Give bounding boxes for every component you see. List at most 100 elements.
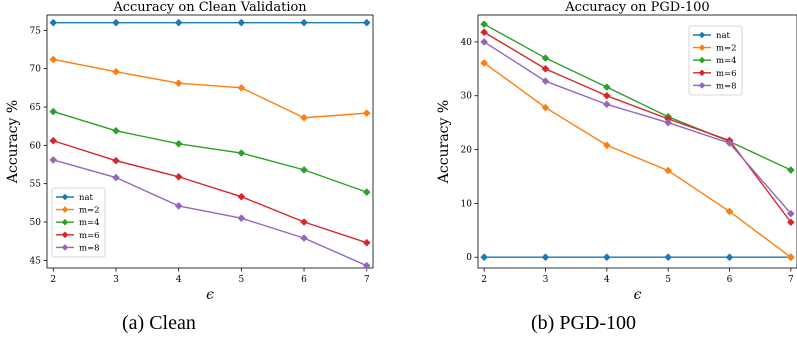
legend-item-m=4: m=4: [56, 218, 100, 228]
data-point: [112, 126, 120, 135]
legend-item-m=2: m=2: [56, 206, 100, 216]
data-point: [362, 261, 371, 270]
legend-label: nat: [79, 193, 94, 203]
x-axis-label: ϵ: [206, 287, 214, 303]
series-m=2: [480, 59, 795, 262]
chart-panel-2: Accuracy on PGD-100 2 3 4 5 6 7 0 10 20 30 40 ϵ Accur…: [436, 0, 797, 303]
legend-item-m=6: m=6: [56, 231, 100, 241]
x-tick-label: 3: [543, 275, 549, 285]
series-nat: [49, 18, 371, 27]
data-point: [237, 84, 246, 92]
legend-item-m=8: m=8: [56, 243, 100, 253]
x-axis-label: ϵ: [634, 287, 642, 303]
legend-marker: [61, 231, 69, 239]
y-axis-label: Accuracy %: [5, 100, 21, 184]
legend-marker: [698, 31, 706, 39]
data-point: [300, 18, 308, 27]
series-line: [53, 159, 368, 267]
x-tick-label: 4: [176, 275, 182, 285]
y-tick-label: 30: [461, 92, 473, 102]
data-point: [480, 38, 488, 46]
data-point: [541, 103, 550, 112]
data-point: [362, 109, 371, 117]
data-point: [603, 83, 611, 91]
y-tick-label: 75: [30, 26, 42, 36]
data-point: [725, 139, 734, 147]
data-point: [541, 54, 550, 62]
y-tick-label: 65: [30, 103, 42, 113]
data-point: [300, 113, 308, 122]
data-point: [174, 202, 183, 210]
data-point: [300, 218, 308, 226]
data-point: [480, 253, 488, 262]
legend-item-nat: nat: [693, 31, 731, 41]
series-line: [53, 58, 367, 119]
data-point: [174, 172, 183, 181]
legend-box: [688, 25, 743, 96]
legend-label: m=4: [716, 56, 737, 66]
chart-title: Accuracy on Clean Validation: [112, 0, 307, 15]
data-point: [174, 79, 183, 88]
data-point: [362, 238, 371, 247]
y-tick-label: 70: [30, 65, 42, 75]
legend-item-nat: nat: [56, 193, 94, 203]
series-m=4: [480, 20, 795, 174]
data-point: [725, 253, 734, 262]
legend-label: nat: [716, 31, 731, 41]
series-line: [483, 23, 792, 171]
x-tick-label: 5: [665, 275, 671, 285]
data-point: [174, 18, 183, 27]
data-point: [664, 118, 672, 127]
data-point: [49, 55, 58, 64]
legend-marker: [61, 218, 69, 226]
data-point: [237, 18, 246, 27]
data-point: [49, 156, 58, 164]
data-point: [49, 107, 58, 116]
data-point: [541, 65, 550, 73]
data-point: [787, 166, 795, 174]
x-tick-label: 2: [50, 275, 56, 285]
data-point: [362, 188, 371, 196]
data-point: [603, 91, 611, 100]
plot-frame: [477, 14, 797, 269]
legend-label: m=2: [79, 206, 100, 216]
legend-item-m=4: m=4: [693, 56, 737, 66]
legend-marker: [61, 193, 69, 201]
data-point: [541, 253, 550, 262]
data-point: [664, 166, 672, 175]
series-m=8: [49, 156, 371, 270]
caption-clean: (a) Clean: [122, 312, 196, 334]
y-tick-label: 0: [466, 253, 472, 263]
data-point: [237, 214, 246, 222]
x-tick-label: 6: [727, 275, 733, 285]
series-m=2: [49, 55, 371, 122]
data-point: [603, 141, 611, 150]
data-point: [787, 218, 795, 227]
x-tick-label: 6: [301, 275, 307, 285]
y-tick-label: 20: [461, 146, 473, 156]
data-point: [480, 20, 488, 28]
y-tick-label: 55: [30, 180, 42, 190]
x-tick-label: 4: [604, 275, 610, 285]
data-point: [49, 18, 58, 27]
series-line: [53, 110, 367, 193]
data-point: [300, 166, 308, 174]
data-point: [362, 18, 371, 27]
data-point: [664, 253, 672, 262]
data-point: [300, 234, 308, 242]
legend-marker: [698, 82, 706, 89]
legend-label: m=8: [716, 81, 737, 91]
x-tick-label: 5: [238, 275, 244, 285]
plot-frame: [46, 14, 374, 269]
data-point: [237, 149, 246, 157]
series-m=6: [49, 136, 371, 247]
caption-pgd100: (b) PGD-100: [531, 312, 636, 334]
x-tick-label: 3: [113, 275, 119, 285]
y-axis-label: Accuracy %: [436, 100, 452, 184]
series-line: [53, 140, 367, 244]
data-point: [541, 77, 550, 86]
data-point: [49, 136, 58, 145]
chart-title: Accuracy on PGD-100: [564, 0, 709, 15]
legend-label: m=2: [716, 44, 737, 54]
